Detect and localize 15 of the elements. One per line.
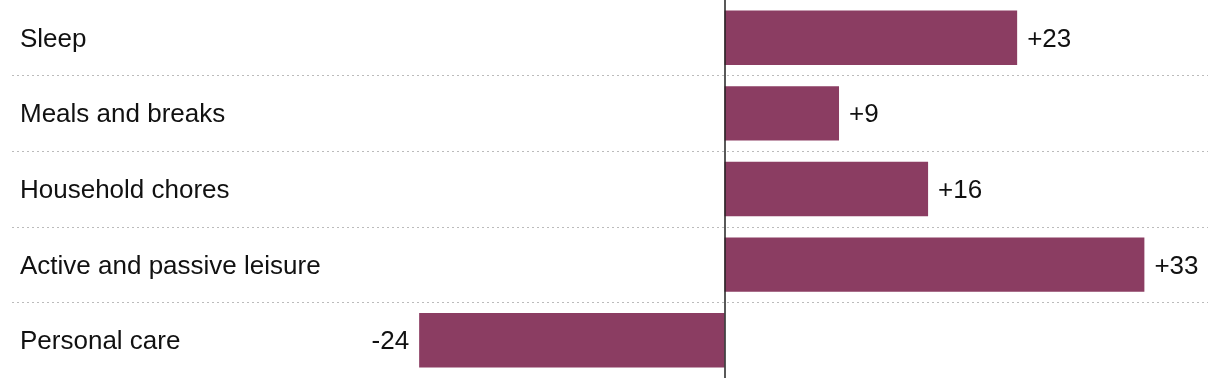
data-label: +9 [849,98,879,129]
y-tick-label: Meals and breaks [20,98,226,129]
data-label: +16 [938,174,983,204]
bar [724,237,1145,292]
bar [724,161,929,217]
data-label: +23 [1027,22,1072,53]
bar [724,86,840,141]
data-label: +33 [1154,249,1199,280]
bar [419,312,725,368]
bar [724,10,1018,66]
y-tick-label: Active and passive leisure [20,249,321,280]
y-tick-label: Personal care [20,325,181,356]
y-tick-label: Sleep [20,22,87,53]
data-label: -24 [371,325,410,356]
y-tick-label: Household chores [20,174,230,204]
